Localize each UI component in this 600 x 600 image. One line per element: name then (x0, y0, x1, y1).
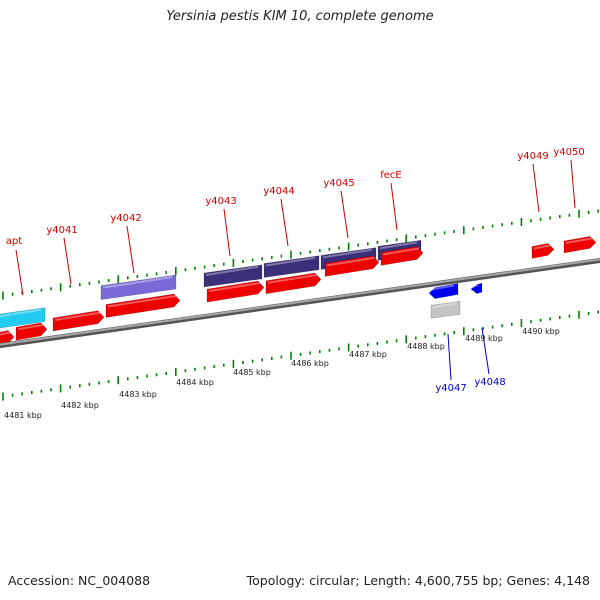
scale-label: 4482 kbp (61, 401, 99, 410)
feature-highlight (267, 273, 318, 284)
gene-leader-line (15, 249, 24, 296)
cog-block-gray (430, 300, 461, 319)
feature-highlight (17, 323, 44, 331)
gene-label: y4048 (474, 377, 505, 388)
gene-leader-line (126, 225, 135, 274)
feature-highlight (430, 284, 455, 291)
gene-label: y4049 (517, 151, 548, 162)
gene-label: y4045 (323, 178, 354, 189)
gene-label: y4047 (435, 383, 466, 394)
feature-highlight (379, 241, 418, 250)
feature-highlight (472, 284, 479, 288)
feature-track (0, 236, 597, 346)
gene-leader-line (63, 237, 72, 285)
gene-label: y4043 (205, 196, 236, 207)
feature-highlight (326, 256, 376, 267)
cds-plus (380, 246, 424, 266)
feature-highlight (208, 282, 261, 293)
feature-highlight (565, 237, 593, 244)
genome-summary-text: Topology: circular; Length: 4,600,755 bp… (246, 573, 590, 588)
accession-text: Accession: NC_004088 (8, 573, 151, 588)
feature-highlight (322, 248, 373, 259)
gene-label: y4044 (263, 186, 294, 197)
gene-leader-line (447, 333, 452, 381)
gene-leader-line (280, 198, 289, 247)
feature-highlight (107, 294, 177, 308)
cds-plus (531, 243, 555, 259)
cog-block-dark (203, 264, 263, 288)
cds-minus (428, 283, 459, 299)
cog-block-light (100, 274, 177, 301)
genome-backbone (0, 258, 600, 346)
scale-label: 4487 kbp (349, 350, 387, 359)
feature-highlight (265, 256, 316, 267)
gene-leader-line (340, 190, 349, 239)
cds-plus (324, 255, 380, 277)
cds-plus (206, 280, 265, 303)
cds-plus (563, 236, 597, 254)
scale-label: 4483 kbp (119, 390, 157, 399)
cds-plus (105, 293, 181, 318)
gene-leader-line (570, 159, 576, 209)
scale-label: 4490 kbp (522, 327, 560, 336)
feature-highlight (432, 302, 457, 309)
scale-label: 4488 kbp (407, 342, 445, 351)
scale-label: 4481 kbp (4, 411, 42, 420)
gene-leader-line (390, 182, 398, 231)
cog-block-dark (263, 255, 320, 278)
gene-leader-line (223, 208, 231, 257)
gene-label: y4042 (110, 213, 141, 224)
feature-highlight (0, 308, 42, 318)
scale-label: 4486 kbp (291, 359, 329, 368)
gene-label: fecE (380, 170, 402, 181)
gene-label: apt (6, 236, 22, 247)
scale-label: 4489 kbp (465, 334, 503, 343)
cds-plus (52, 310, 105, 332)
cds-plus (265, 272, 322, 295)
scale-label: 4485 kbp (233, 368, 271, 377)
feature-highlight (382, 247, 420, 256)
gene-leader-line (481, 327, 490, 375)
feature-highlight (102, 276, 173, 289)
scale-labels: 4481 kbp 4482 kbp 4483 kbp 4484 kbp 4485 kbp… (4, 327, 560, 420)
inner-tick-ring (2, 310, 600, 401)
feature-highlight (0, 331, 11, 336)
cog-block-cyan (0, 307, 46, 329)
scale-label: 4484 kbp (176, 378, 214, 387)
cds-plus (15, 322, 48, 341)
feature-highlight (533, 244, 551, 250)
feature-highlight (54, 311, 101, 321)
gene-leader-line (532, 163, 540, 213)
gene-label: y4041 (46, 225, 77, 236)
map-title: Yersinia pestis KIM 10, complete genome (166, 9, 434, 24)
feature-highlight (205, 265, 259, 277)
cds-plus (0, 330, 15, 346)
gene-label: y4050 (553, 147, 584, 158)
cds-minus (470, 282, 483, 294)
gene-callouts: apt y4041 y4042 y4043 y4044 y4045 fecE y4049 y40… (6, 147, 585, 394)
outer-tick-ring (2, 209, 600, 300)
